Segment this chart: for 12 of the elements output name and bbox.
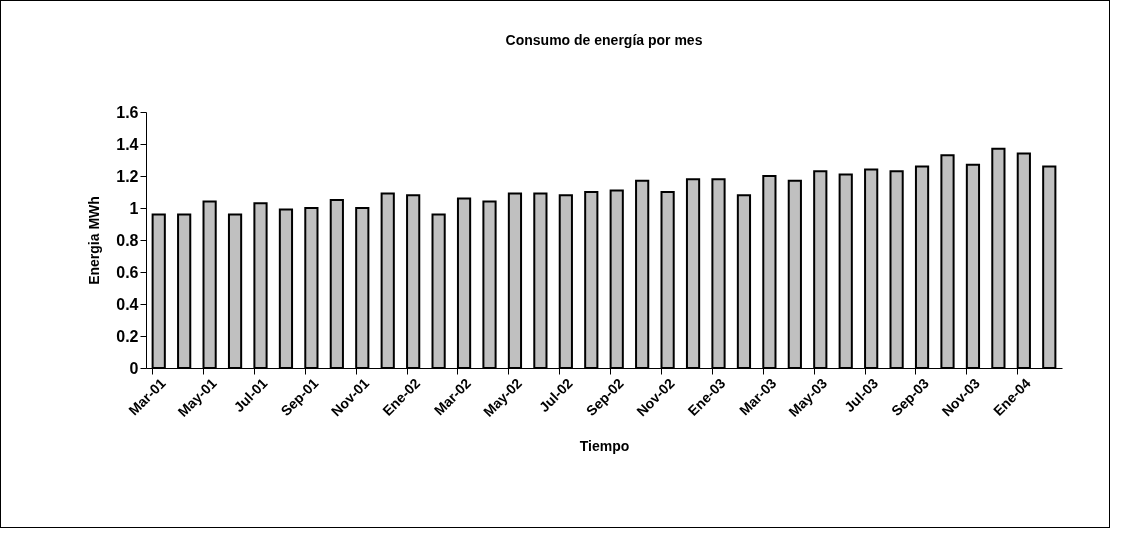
x-axis-title: Tiempo [579,437,630,454]
chart-title: Consumo de energía por mes [505,32,703,48]
y-tick-label: 1.2 [116,167,139,185]
y-tick-label: 1.4 [116,135,139,153]
y-tick-label: 1 [129,199,139,217]
y-tick-label: 1.6 [116,103,139,121]
y-tick-label: 0.4 [116,295,139,313]
y-axis-title: Energia MWh [86,196,103,285]
y-tick-label: 0.2 [116,327,139,345]
y-tick-label: 0 [129,359,139,377]
y-tick-label: 0.6 [116,263,139,281]
y-tick-label: 0.8 [116,231,139,249]
